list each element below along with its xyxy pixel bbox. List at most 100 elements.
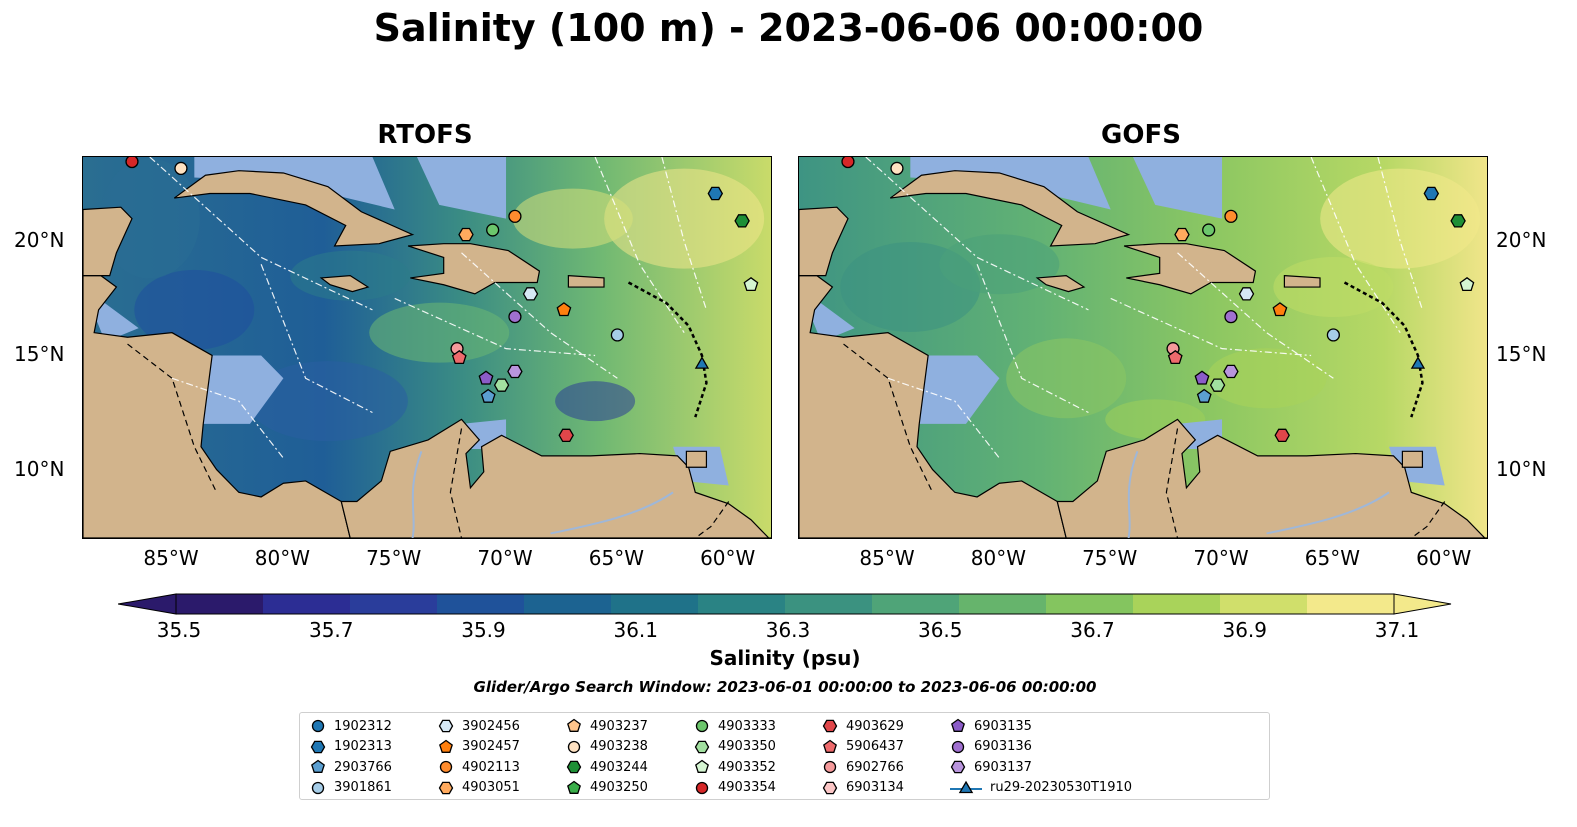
legend-label: 1902313 xyxy=(334,739,392,754)
lon-tick-label: 80°W xyxy=(970,546,1026,570)
colorbar-swatch xyxy=(1046,594,1134,614)
colorbar-swatch xyxy=(698,594,786,614)
colorbar-swatch xyxy=(1307,594,1395,614)
legend-item: 4903629 xyxy=(822,716,904,736)
marker-4903350 xyxy=(1209,378,1226,392)
lon-tick-label: 80°W xyxy=(254,546,310,570)
colorbar-swatch xyxy=(263,594,351,614)
legend-marker-icon xyxy=(438,781,454,794)
legend-label: 4903051 xyxy=(462,780,520,795)
lat-tick-label-left: 10°N xyxy=(14,456,65,481)
legend-item: 1902313 xyxy=(310,737,392,757)
lat-tick-label-left: 20°N xyxy=(14,228,65,253)
lat-tick-label-left: 15°N xyxy=(14,342,65,367)
legend-item: 4903250 xyxy=(566,778,648,798)
colorbar-tick-label: 35.9 xyxy=(461,618,506,642)
legend-marker-icon xyxy=(823,760,837,774)
marker-4903051 xyxy=(1174,227,1190,242)
legend-marker-icon xyxy=(823,739,837,753)
legend-item: 6903137 xyxy=(950,757,1032,777)
legend-item: 4902113 xyxy=(438,757,520,777)
marker-6903135 xyxy=(1194,370,1210,385)
legend-item: 5906437 xyxy=(822,737,904,757)
legend-item: ru29-20230530T1910 xyxy=(950,778,1132,798)
lon-tick-label: 85°W xyxy=(859,546,915,570)
legend-label: 3902457 xyxy=(462,739,520,754)
land-trin xyxy=(1401,450,1424,468)
colorbar-swatch xyxy=(176,594,264,614)
legend-label: 4903250 xyxy=(590,780,648,795)
marker-4903333 xyxy=(486,223,500,237)
marker-3901861 xyxy=(610,328,624,342)
legend-label: 4903350 xyxy=(718,739,776,754)
legend-label: 6903137 xyxy=(974,759,1032,775)
lon-tick-label: 60°W xyxy=(700,546,756,570)
marker-4903352 xyxy=(743,276,759,292)
search-window-text: Glider/Argo Search Window: 2023-06-01 00… xyxy=(473,678,1097,696)
land-pr xyxy=(567,274,605,288)
legend-label: 4903352 xyxy=(718,759,776,775)
colorbar-swatch xyxy=(1133,594,1221,614)
lon-tick-label: 70°W xyxy=(477,546,533,570)
legend-item: 4903237 xyxy=(566,716,648,736)
legend-marker-icon xyxy=(695,719,709,733)
lon-tick-label: 75°W xyxy=(366,546,422,570)
legend-label: 6902766 xyxy=(846,759,904,775)
legend-marker-icon xyxy=(951,740,965,753)
map-gofs xyxy=(798,156,1488,539)
marker-6903135 xyxy=(478,370,494,385)
legend-marker-icon xyxy=(566,760,582,774)
land-yuc xyxy=(799,206,849,277)
marker-4903350 xyxy=(493,378,510,392)
panel-title-gofs: GOFS xyxy=(1101,120,1181,150)
marker-4903244 xyxy=(1450,214,1466,228)
lon-tick-label: 75°W xyxy=(1082,546,1138,570)
legend-marker-icon xyxy=(950,760,966,774)
colorbar-swatch xyxy=(872,594,960,614)
marker-3902457 xyxy=(1272,302,1288,317)
colorbar-tick-label: 36.7 xyxy=(1070,618,1115,642)
legend-label: 4903237 xyxy=(590,718,648,734)
colorbar xyxy=(117,592,1452,620)
legend-marker-icon xyxy=(567,718,581,732)
legend-marker-icon xyxy=(951,718,965,732)
colorbar-swatch xyxy=(1220,594,1308,614)
legend: 1902312 1902313 2903766 3901861 3902456 39024… xyxy=(299,712,1270,800)
marker-ru29-20230530T1910 xyxy=(694,356,710,369)
legend-item: 2903766 xyxy=(310,757,392,777)
legend-marker-icon xyxy=(695,781,709,794)
marker-ru29-20230530T1910 xyxy=(1410,356,1426,369)
colorbar-tick-label: 37.1 xyxy=(1374,618,1420,642)
legend-item: 6903134 xyxy=(822,778,904,798)
marker-4903238 xyxy=(890,161,904,176)
marker-4902113 xyxy=(1224,209,1238,223)
marker-3902457 xyxy=(556,302,572,317)
land-samer xyxy=(340,418,771,538)
marker-4903352 xyxy=(1459,276,1475,292)
legend-marker-icon xyxy=(567,780,581,794)
marker-5906437 xyxy=(1167,349,1183,365)
marker-1902313 xyxy=(1423,186,1440,201)
lat-tick-label-right: 10°N xyxy=(1496,456,1547,481)
legend-label: 1902312 xyxy=(334,718,392,734)
legend-marker-icon xyxy=(311,781,325,794)
land-yuc xyxy=(83,206,133,277)
legend-label: 4903238 xyxy=(590,739,648,754)
legend-label: 4903354 xyxy=(718,780,776,795)
land-hisp xyxy=(1123,243,1257,295)
lat-tick-label-right: 15°N xyxy=(1496,342,1547,367)
legend-marker-icon xyxy=(438,719,454,733)
legend-marker-icon xyxy=(695,759,709,773)
marker-4903629 xyxy=(558,428,574,443)
marker-4903333 xyxy=(1202,223,1216,237)
marker-4903354 xyxy=(125,157,139,169)
legend-item: 6903136 xyxy=(950,737,1032,757)
land-pr xyxy=(1283,274,1321,288)
marker-2903766 xyxy=(480,388,496,403)
lat-tick-label-right: 20°N xyxy=(1496,228,1547,253)
marker-6903136 xyxy=(508,310,522,324)
colorbar-swatch xyxy=(350,594,438,614)
marker-6903137 xyxy=(507,364,523,379)
marker-6903137 xyxy=(1223,364,1239,379)
legend-label: 6903134 xyxy=(846,780,904,795)
